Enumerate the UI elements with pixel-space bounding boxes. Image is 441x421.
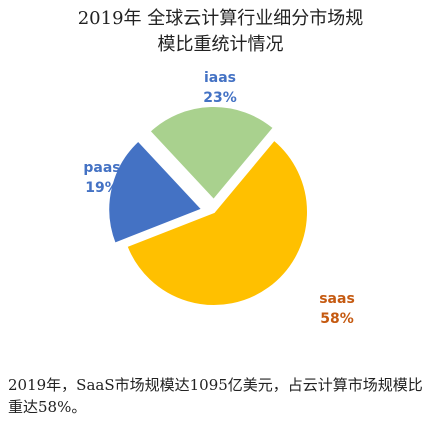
chart-title-line-1: 2019年 全球云计算行业细分市场规 — [77, 8, 364, 29]
pie-slice-saas — [125, 138, 309, 307]
slice-value-label-saas: 58% — [320, 311, 354, 327]
pie-slice-iaas — [148, 105, 276, 202]
chart-title-line-2: 模比重统计情况 — [157, 34, 284, 55]
slice-label-iaas: iaas — [204, 70, 236, 86]
slice-label-saas: saas — [319, 291, 355, 307]
slice-value-label-iaas: 23% — [203, 90, 237, 106]
slice-label-paas: paas — [83, 160, 120, 176]
chart-title: 2019年 全球云计算行业细分市场规 模比重统计情况 — [0, 6, 441, 58]
pie-slice-paas — [107, 139, 205, 245]
chart-caption: 2019年，SaaS市场规模达1095亿美元，占云计算市场规模比重达58%。 — [8, 376, 423, 416]
slice-value-label-paas: 19% — [85, 180, 119, 196]
